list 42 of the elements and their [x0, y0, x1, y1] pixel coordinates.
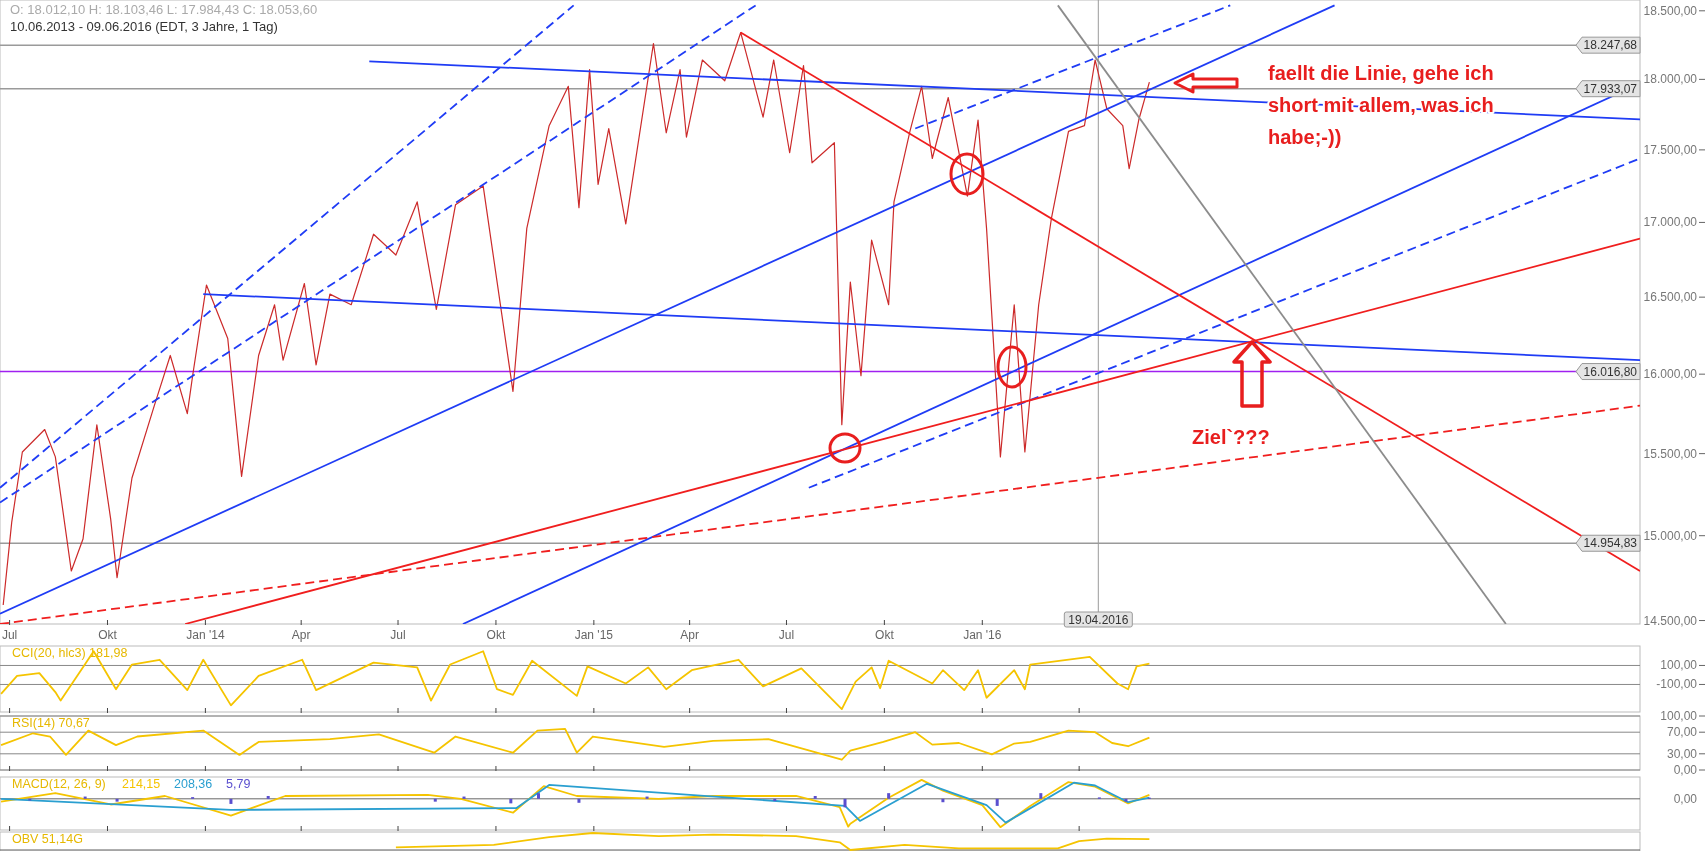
- series-label: 5,79: [226, 777, 251, 791]
- y-tick-label: 16.000,00: [1643, 367, 1698, 382]
- text: 10.06.2013 - 09.06.2016 (EDT, 3 Jahre, 1 Tag): [10, 19, 278, 34]
- chart-title: OBV 51,14G: [12, 832, 83, 846]
- y-tick-label: 30,00: [1666, 746, 1698, 761]
- y-tick-label: 0,00: [1673, 763, 1698, 777]
- x-tick-label: Jan '14: [186, 628, 225, 642]
- y-tick-label: 100,00: [1660, 709, 1698, 723]
- annotation: Ziel`???: [1192, 426, 1270, 448]
- y-tick-label: 70,00: [1666, 725, 1698, 740]
- y-tick-label: 18.500,00: [1643, 3, 1698, 18]
- x-tick-label: Jul: [1, 628, 18, 642]
- x-tick-label: Jan '15: [574, 628, 614, 642]
- x-tick-label: Jul: [778, 628, 795, 642]
- y-tick-label: 15.000,00: [1643, 528, 1698, 543]
- x-tick-label: Jul: [390, 628, 406, 642]
- x-tick-label: Okt: [875, 628, 895, 642]
- y-tick-label: 17.000,00: [1643, 215, 1698, 230]
- x-tick-label: Jan '16: [963, 628, 1002, 642]
- x-tick-label: Apr: [291, 628, 311, 642]
- x-tick-label: Apr: [680, 628, 699, 642]
- chart-title: MACD(12, 26, 9): [12, 777, 106, 791]
- y-tick-label: 16.500,00: [1643, 290, 1698, 305]
- y-tick-label: 18.000,00: [1643, 72, 1698, 87]
- line-series: [0, 728, 1151, 761]
- y-tick-label: 17.500,00: [1643, 142, 1698, 157]
- ref-line-label: 19.04.2016: [1068, 613, 1129, 627]
- y-tick-label: -100,00: [1656, 677, 1698, 692]
- chart-title: O: 18.012,10 H: 18.103,46 L: 17.984,43 C: 18.053,60: [10, 2, 318, 17]
- series-label: 214,15: [122, 777, 161, 791]
- series-label: 208,36: [174, 777, 213, 791]
- x-tick-label: Okt: [98, 628, 118, 642]
- ref-line-label: 17.933,07: [1583, 81, 1638, 96]
- y-tick-label: 14.500,00: [1643, 613, 1698, 628]
- chart-title: RSI(14) 70,67: [12, 716, 90, 730]
- ref-line-label: 18.247,68: [1583, 38, 1638, 53]
- ref-line-label: 16.016,80: [1583, 364, 1638, 379]
- x-tick-label: Okt: [486, 628, 506, 642]
- line-series: [0, 650, 1151, 711]
- y-tick-label: 100,00: [1660, 658, 1698, 673]
- ref-line-label: 14.954,83: [1583, 536, 1638, 551]
- y-tick-label: 15.500,00: [1643, 446, 1698, 461]
